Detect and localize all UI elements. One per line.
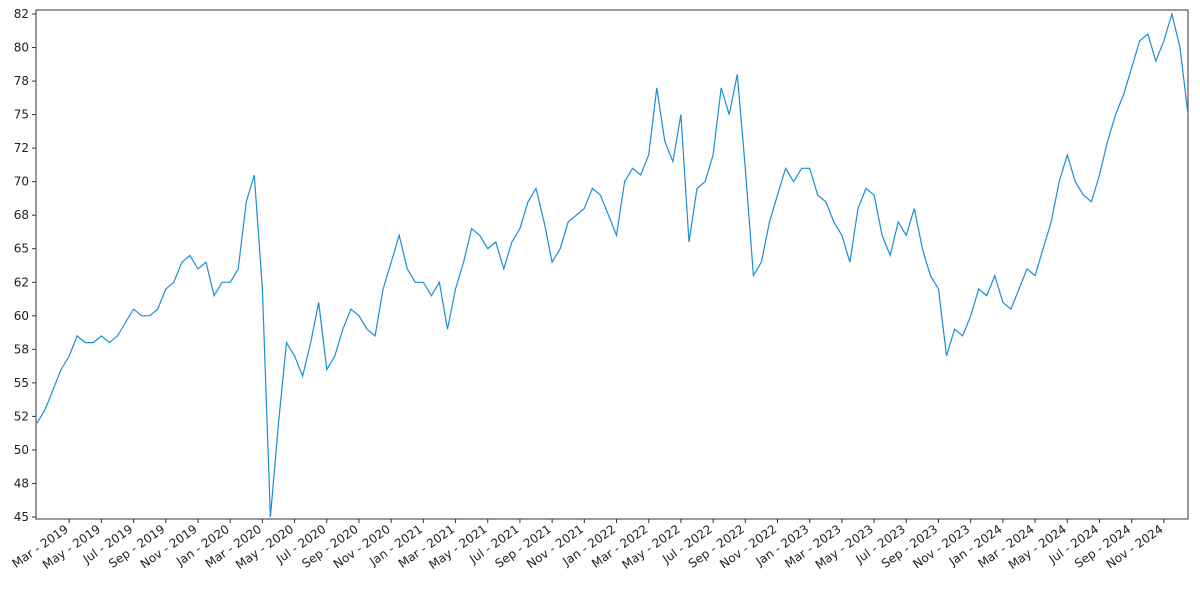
y-tick-label: 58 bbox=[14, 342, 29, 356]
y-tick-label: 68 bbox=[14, 208, 29, 222]
y-tick-label: 82 bbox=[14, 7, 29, 21]
y-tick-label: 52 bbox=[14, 409, 29, 423]
y-tick-label: 75 bbox=[14, 108, 29, 122]
y-tick-label: 72 bbox=[14, 141, 29, 155]
y-tick-label: 80 bbox=[14, 41, 29, 55]
y-tick-label: 70 bbox=[14, 175, 29, 189]
y-tick-label: 65 bbox=[14, 242, 29, 256]
y-tick-label: 62 bbox=[14, 275, 29, 289]
y-tick-label: 45 bbox=[14, 510, 29, 524]
y-tick-label: 50 bbox=[14, 443, 29, 457]
line bbox=[36, 11, 1189, 518]
y-tick-label: 55 bbox=[14, 376, 29, 390]
y-tick-label: 60 bbox=[14, 309, 29, 323]
y-tick-label: 78 bbox=[14, 74, 29, 88]
plot-frame bbox=[35, 9, 1189, 520]
y-tick-label: 48 bbox=[14, 476, 29, 490]
